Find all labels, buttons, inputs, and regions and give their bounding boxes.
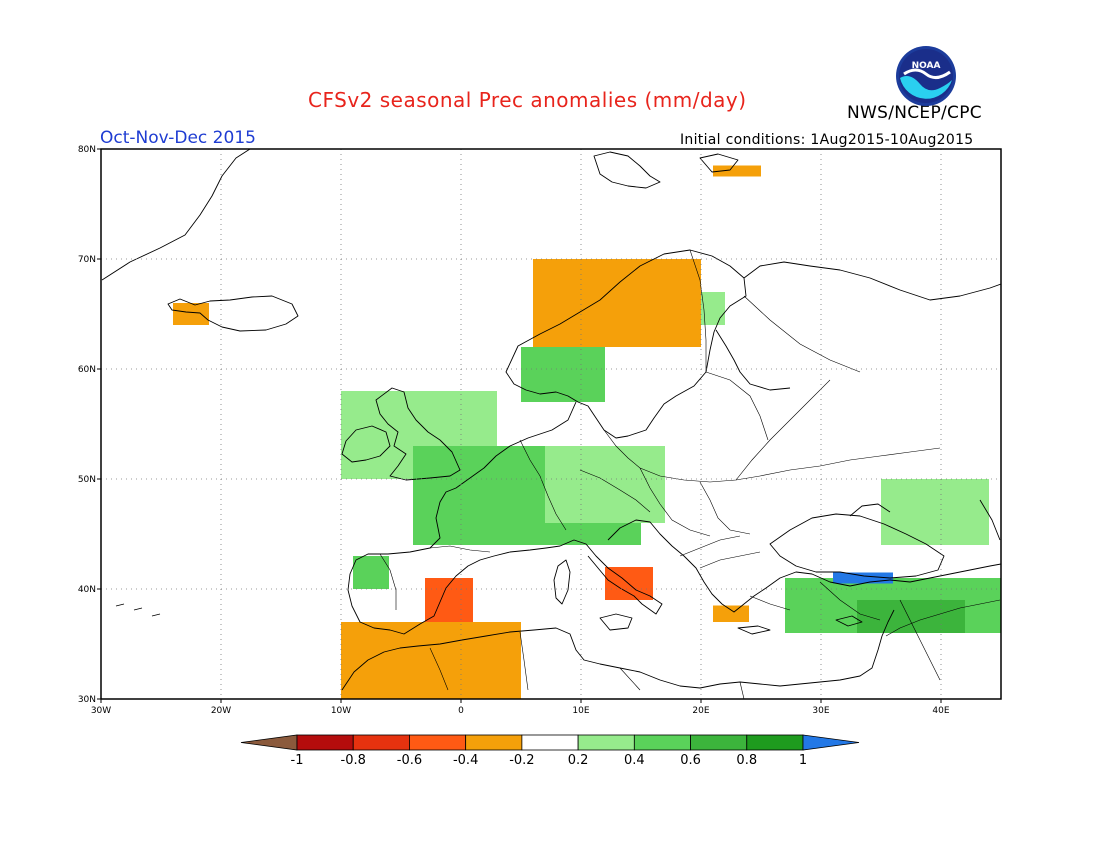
lat-tick-label: 40N [78, 585, 96, 595]
logo-text: NOAA [912, 61, 941, 71]
anomaly-patch-15 [173, 303, 209, 325]
colorbar-bin-2 [352, 734, 410, 751]
anomaly-layer [173, 165, 1001, 699]
colorbar-bin-1 [296, 734, 354, 751]
lon-tick-label: 20W [211, 706, 231, 716]
lon-tick-label: 30W [91, 706, 111, 716]
colorbar-label: -1 [291, 753, 304, 768]
lon-tick-label: 0 [458, 706, 464, 716]
axis-ticks: 30W 20W 10W 0 10E 20E 30E 40E 30N 40N 50N 60N 70N 80N [78, 145, 950, 716]
anomaly-patch-7 [833, 572, 893, 584]
colorbar-label: -0.6 [397, 753, 422, 768]
lat-tick-label: 50N [78, 475, 96, 485]
colorbar-bin-4 [465, 734, 523, 751]
colorbar-bin-8 [690, 734, 748, 751]
anomaly-patch-6 [857, 600, 965, 633]
colorbar-legend: -1 -0.8 -0.6 -0.4 -0.2 0.2 0.4 0.6 0.8 1 [240, 734, 860, 768]
colorbar-bin-10 [802, 734, 860, 751]
colorbar-label: -0.2 [509, 753, 534, 768]
colorbar-bin-6 [577, 734, 635, 751]
initial-conditions: Initial conditions: 1Aug2015-10Aug2015 [680, 132, 974, 148]
map-frame [100, 148, 1002, 700]
lon-tick-label: 30E [812, 706, 829, 716]
colorbar-bin-9 [746, 734, 804, 751]
anomaly-patch-14 [713, 605, 749, 622]
graticule [101, 149, 1001, 699]
colorbar-label: -0.8 [341, 753, 366, 768]
lon-tick-label: 20E [692, 706, 709, 716]
anomaly-patch-10 [533, 259, 701, 347]
anomaly-patch-3 [521, 347, 605, 402]
lon-tick-label: 10W [331, 706, 351, 716]
anomaly-patch-11 [425, 578, 473, 622]
agency-label: NWS/NCEP/CPC [847, 103, 982, 123]
lat-tick-label: 30N [78, 695, 96, 705]
lat-tick-label: 60N [78, 365, 96, 375]
colorbar-bin-7 [633, 734, 691, 751]
colorbar-label: 0.8 [736, 753, 757, 768]
forecast-period: Oct-Nov-Dec 2015 [100, 128, 256, 148]
noaa-logo-icon: NOAA [896, 46, 956, 106]
colorbar-bin-0 [240, 734, 298, 751]
anomaly-patch-8 [881, 479, 989, 545]
lon-tick-label: 10E [572, 706, 589, 716]
lon-tick-label: 40E [932, 706, 949, 716]
coastlines [101, 149, 1001, 691]
colorbar-label: 0.6 [680, 753, 701, 768]
colorbar-bin-3 [409, 734, 467, 751]
colorbar-label: 0.4 [624, 753, 645, 768]
colorbar-label: 0.2 [568, 753, 589, 768]
anomaly-patch-16 [713, 165, 761, 177]
colorbar-bin-5 [521, 734, 579, 751]
colorbar-label: -0.4 [453, 753, 478, 768]
lat-tick-label: 70N [78, 255, 96, 265]
map-title: CFSv2 seasonal Prec anomalies (mm/day) [308, 88, 747, 112]
colorbar-label: 1 [799, 753, 807, 768]
anomaly-patch-9 [353, 556, 389, 589]
country-borders [379, 249, 1001, 699]
anomaly-patch-2 [545, 446, 665, 523]
lat-tick-label: 80N [78, 145, 96, 155]
